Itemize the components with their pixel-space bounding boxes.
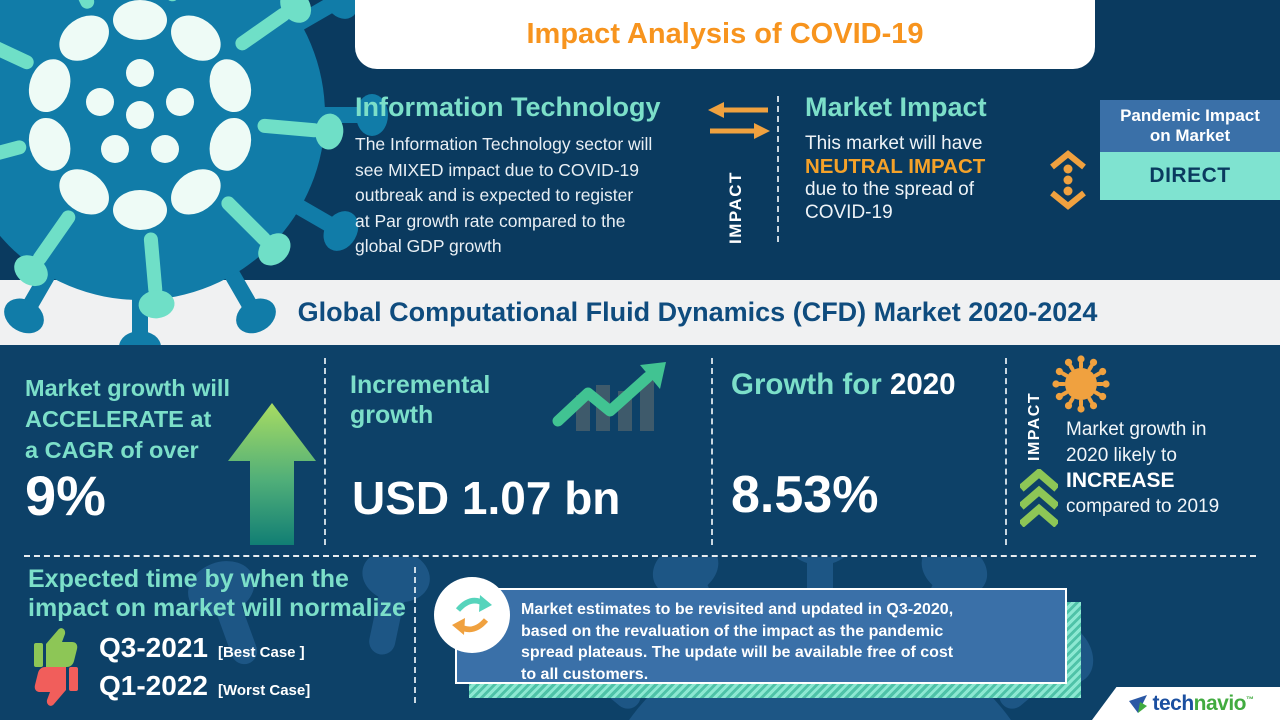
brand-prefix: tech (1152, 691, 1194, 715)
growth-up-arrow-icon (228, 403, 316, 545)
refresh-circle (434, 577, 510, 653)
best-case-label: [Best Case ] (217, 643, 305, 661)
normalization-section: Expected time by when the impact on mark… (0, 557, 1280, 720)
growth-2020-year: 2020 (889, 368, 956, 401)
note-box: Market estimates to be revisited and upd… (455, 588, 1067, 684)
horizontal-divider (24, 555, 1256, 557)
banner: Impact Analysis of COVID-19 (355, 0, 1095, 69)
market-title-band: Global Computational Fluid Dynamics (CFD… (0, 280, 1280, 345)
incremental-growth-value: USD 1.07 bn (352, 472, 621, 524)
vertical-divider (414, 567, 416, 703)
market-impact-line1: This market will have (805, 133, 983, 154)
brand-logo: technavio™ (1092, 687, 1280, 720)
coronavirus-illustration-icon (0, 0, 388, 345)
sector-description: The Information Technology sector will s… (355, 134, 653, 256)
refresh-arrows-icon (452, 595, 492, 635)
impact-vertical-label: IMPACT (1026, 391, 1043, 461)
impact-2020-line3: compared to 2019 (1066, 495, 1220, 517)
vertical-divider (777, 96, 779, 242)
technavio-mark-icon (1129, 694, 1148, 713)
cagr-line2: ACCELERATE at (25, 406, 212, 432)
pandemic-badge-label: Pandemic Impact on Market (1100, 100, 1280, 152)
virus-small-icon (1052, 355, 1110, 413)
cagr-statement: Market growth will ACCELERATE at a CAGR … (25, 373, 230, 466)
growth-2020-heading: Growth for 2020 (731, 368, 956, 402)
worst-case-row: Q1-2022 [Worst Case] (33, 665, 310, 707)
banner-title: Impact Analysis of COVID-19 (526, 18, 924, 50)
pandemic-impact-badge: Pandemic Impact on Market DIRECT (1100, 100, 1280, 200)
brand-suffix: navio (1193, 691, 1247, 715)
best-case-row: Q3-2021 [Best Case ] (33, 627, 305, 669)
stats-section: Market growth will ACCELERATE at a CAGR … (0, 345, 1280, 556)
pandemic-badge-value: DIRECT (1100, 152, 1280, 200)
normalize-heading-line1: Expected time by when the (28, 565, 349, 593)
vertical-divider (324, 358, 326, 545)
impact-vertical-label: IMPACT (726, 171, 745, 244)
market-impact-line2: due to the spread of (805, 179, 975, 200)
growth-2020-prefix: Growth for (731, 368, 890, 401)
normalize-heading-line2: impact on market will normalize (28, 594, 406, 622)
impact-2020-line2: 2020 likely to (1066, 444, 1177, 466)
market-impact-highlight: NEUTRAL IMPACT (805, 155, 986, 178)
sector-heading: Information Technology (355, 92, 661, 122)
bidirectional-arrows-icon (708, 102, 770, 139)
note-text: Market estimates to be revisited and upd… (521, 601, 954, 683)
cagr-value: 9% (25, 464, 106, 527)
market-impact-heading: Market Impact (805, 92, 987, 122)
impact-2020-line1: Market growth in (1066, 419, 1207, 440)
market-title: Global Computational Fluid Dynamics (CFD… (297, 297, 1098, 327)
brand-trademark: ™ (1246, 694, 1254, 704)
growth-2020-value: 8.53% (731, 466, 879, 524)
increase-chevrons-icon (1020, 469, 1058, 527)
worst-case-label: [Worst Case] (217, 681, 311, 699)
impact-2020-statement: Market growth in 2020 likely to INCREASE… (1066, 417, 1219, 519)
cagr-line3: a CAGR of over (25, 437, 199, 463)
vertical-divider (711, 358, 713, 545)
impact-2020-highlight: INCREASE (1066, 469, 1175, 492)
vertical-divider (1005, 358, 1007, 545)
cagr-line1: Market growth will (25, 375, 230, 401)
neutral-impact-icon (1050, 150, 1086, 210)
best-case-value: Q3-2021 (99, 632, 208, 663)
trend-chart-icon (552, 362, 666, 431)
incremental-growth-heading: Incremental growth (350, 371, 491, 429)
market-impact-text: This market will have NEUTRAL IMPACT due… (805, 132, 985, 224)
thumbs-down-icon (34, 667, 78, 706)
brand-name: technavio™ (1152, 691, 1254, 716)
thumbs-up-icon (34, 628, 78, 667)
worst-case-value: Q1-2022 (99, 670, 208, 701)
market-impact-line3: COVID-19 (805, 202, 893, 223)
